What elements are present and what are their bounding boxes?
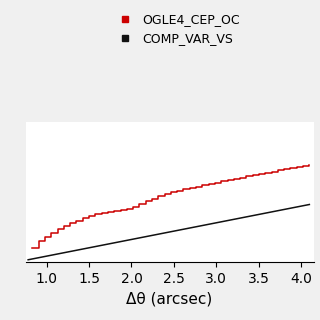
OGLE4_CEP_OC — [43, 235, 47, 238]
COMP_VAR_VS — [308, 203, 311, 206]
OGLE4_CEP_OC — [308, 163, 311, 167]
COMP_VAR_VS — [26, 258, 30, 262]
OGLE4_CEP_OC — [93, 212, 97, 216]
OGLE4_CEP_OC — [282, 167, 286, 171]
COMP_VAR_VS — [263, 211, 267, 215]
COMP_VAR_VS — [281, 208, 285, 212]
OGLE4_CEP_OC — [49, 231, 53, 235]
OGLE4_CEP_OC — [263, 171, 267, 175]
OGLE4_CEP_OC — [75, 219, 78, 222]
Line: COMP_VAR_VS: COMP_VAR_VS — [28, 204, 309, 260]
OGLE4_CEP_OC — [131, 205, 135, 209]
OGLE4_CEP_OC — [276, 169, 280, 172]
COMP_VAR_VS — [198, 224, 202, 228]
Legend: OGLE4_CEP_OC, COMP_VAR_VS: OGLE4_CEP_OC, COMP_VAR_VS — [113, 8, 245, 51]
OGLE4_CEP_OC — [219, 179, 223, 183]
OGLE4_CEP_OC — [163, 192, 166, 196]
OGLE4_CEP_OC — [37, 239, 41, 243]
OGLE4_CEP_OC — [106, 210, 110, 214]
OGLE4_CEP_OC — [144, 199, 148, 203]
OGLE4_CEP_OC — [87, 214, 91, 218]
OGLE4_CEP_OC — [194, 185, 198, 188]
OGLE4_CEP_OC — [181, 188, 185, 191]
OGLE4_CEP_OC — [232, 177, 236, 181]
OGLE4_CEP_OC — [112, 209, 116, 213]
COMP_VAR_VS — [194, 225, 197, 229]
Line: OGLE4_CEP_OC: OGLE4_CEP_OC — [32, 165, 309, 248]
COMP_VAR_VS — [27, 258, 31, 261]
OGLE4_CEP_OC — [81, 216, 85, 220]
OGLE4_CEP_OC — [175, 189, 179, 193]
OGLE4_CEP_OC — [289, 166, 292, 170]
X-axis label: Δθ (arcsec): Δθ (arcsec) — [126, 292, 213, 307]
OGLE4_CEP_OC — [238, 176, 242, 180]
OGLE4_CEP_OC — [169, 190, 173, 194]
OGLE4_CEP_OC — [125, 207, 129, 211]
OGLE4_CEP_OC — [119, 208, 123, 212]
OGLE4_CEP_OC — [62, 224, 66, 228]
OGLE4_CEP_OC — [213, 180, 217, 184]
OGLE4_CEP_OC — [68, 221, 72, 225]
OGLE4_CEP_OC — [301, 164, 305, 168]
OGLE4_CEP_OC — [200, 183, 204, 187]
OGLE4_CEP_OC — [138, 202, 141, 206]
OGLE4_CEP_OC — [188, 186, 192, 190]
OGLE4_CEP_OC — [257, 172, 261, 176]
OGLE4_CEP_OC — [100, 211, 104, 215]
OGLE4_CEP_OC — [270, 170, 274, 173]
OGLE4_CEP_OC — [251, 173, 255, 177]
OGLE4_CEP_OC — [156, 194, 160, 198]
COMP_VAR_VS — [193, 225, 196, 229]
OGLE4_CEP_OC — [295, 165, 299, 169]
OGLE4_CEP_OC — [226, 178, 229, 182]
OGLE4_CEP_OC — [207, 182, 211, 186]
OGLE4_CEP_OC — [244, 174, 248, 178]
OGLE4_CEP_OC — [30, 246, 34, 250]
OGLE4_CEP_OC — [56, 227, 60, 231]
OGLE4_CEP_OC — [150, 197, 154, 201]
